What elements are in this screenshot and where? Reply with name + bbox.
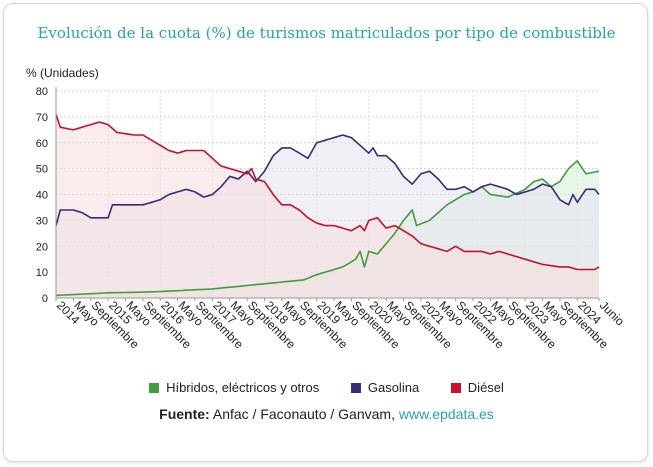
source-link[interactable]: www.epdata.es <box>398 406 494 422</box>
legend-label-gasolina: Gasolina <box>367 380 420 395</box>
legend-swatch-hibridos <box>149 383 160 393</box>
y-tick-label: 60 <box>36 138 48 150</box>
y-tick-label: 80 <box>36 86 48 98</box>
source-text: Anfac / Faconauto / Ganvam, <box>212 406 395 422</box>
series-line-2 <box>55 114 600 271</box>
y-tick-label: 70 <box>36 112 48 124</box>
y-tick-label: 40 <box>36 190 48 202</box>
series-line-1 <box>55 134 600 226</box>
legend-label-hibridos: Híbridos, eléctricos y otros <box>166 380 320 395</box>
source-label: Fuente: <box>159 406 210 422</box>
legend-label-diesel: Diésel <box>467 380 504 395</box>
source-line: Fuente: Anfac / Faconauto / Ganvam, www.… <box>0 406 653 422</box>
y-tick-label: 30 <box>36 215 48 227</box>
series-area-2 <box>56 114 599 298</box>
y-tick-label: 20 <box>36 241 48 253</box>
legend-swatch-diesel <box>450 383 461 393</box>
y-tick-label: 10 <box>36 267 48 279</box>
legend-swatch-gasolina <box>350 383 361 393</box>
chart-title: Evolución de la cuota (%) de turismos ma… <box>37 24 616 42</box>
y-tick-label: 0 <box>42 293 48 305</box>
y-tick-label: 50 <box>36 164 48 176</box>
legend-item-diesel[interactable]: Diésel <box>450 380 504 395</box>
series-line-0 <box>55 160 600 297</box>
legend: Híbridos, eléctricos y otros Gasolina Di… <box>0 380 653 395</box>
y-axis-label: % (Unidades) <box>26 66 99 80</box>
legend-item-hibridos[interactable]: Híbridos, eléctricos y otros <box>149 380 319 395</box>
legend-item-gasolina[interactable]: Gasolina <box>350 380 420 395</box>
